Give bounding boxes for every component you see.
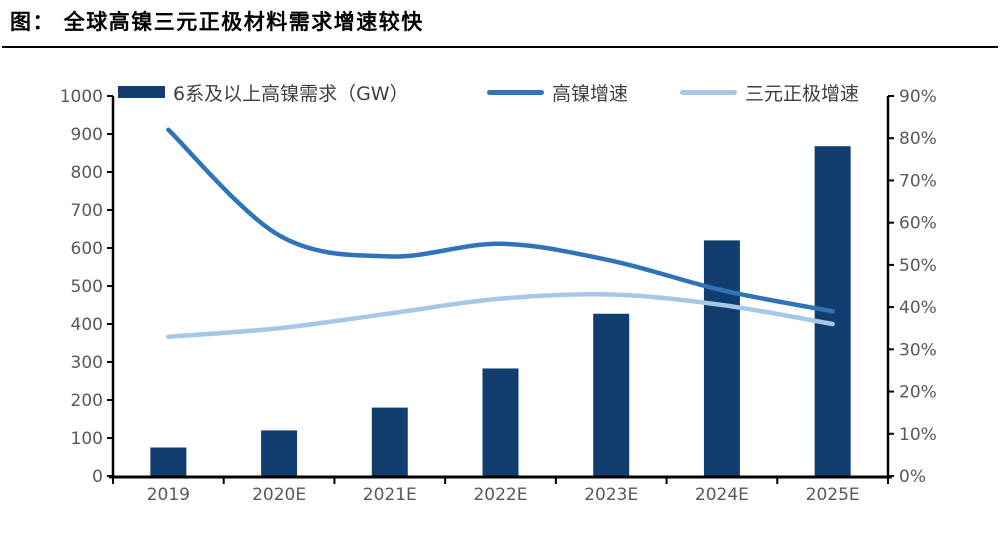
right-axis-tick-label: 80% [899,129,937,149]
right-axis-tick-label: 10% [899,425,937,445]
trend-line-三元正极增速 [166,291,835,339]
trend-line-高镍增速 [166,127,835,314]
title-divider [2,46,998,48]
bar-2024E [703,240,740,476]
legend-label: 高镍增速 [552,82,629,105]
legend-label: 三元正极增速 [745,82,860,105]
bar-2019 [150,447,187,476]
left-axis-tick-label: 600 [71,239,103,259]
left-axis-tick-label: 900 [71,125,103,145]
x-axis-category-label: 2025E [806,485,860,505]
left-axis-tick-label: 400 [71,315,103,335]
right-axis-tick-label: 40% [899,298,937,318]
bar-2023E [593,313,630,476]
right-axis-tick-label: 60% [899,214,937,234]
legend-item-bar-demand: 6系及以上高镍需求（GW） [118,81,409,105]
right-axis-tick-label: 20% [899,383,937,403]
figure-title: 图： 全球高镍三元正极材料需求增速较快 [10,10,424,34]
left-axis-tick-label: 100 [71,429,103,449]
legend-item-line-high-nickel-growth: 高镍增速 [487,81,629,105]
bar-2021E [371,407,408,476]
x-axis-category-label: 2022E [473,485,527,505]
line-series-swatch [487,89,544,95]
right-axis-tick-label: 50% [899,256,937,276]
line-series-swatch [680,89,737,95]
x-axis-category-label: 2024E [695,485,749,505]
left-axis-tick-label: 500 [71,277,103,297]
right-axis-tick-label: 70% [899,171,937,191]
left-axis-tick-label: 200 [71,391,103,411]
legend-label: 6系及以上高镍需求（GW） [173,82,409,105]
left-axis-tick-label: 300 [71,353,103,373]
x-axis-category-label: 2020E [252,485,306,505]
legend-item-line-ternary-growth: 三元正极增速 [680,81,860,105]
bar-2022E [482,368,519,476]
bar-series-swatch [118,86,165,98]
left-axis-tick-label: 800 [71,163,103,183]
right-axis-tick-label: 0% [899,467,926,487]
right-axis-tick-label: 30% [899,340,937,360]
x-axis-category-label: 2021E [363,485,417,505]
bar-2020E [261,430,298,476]
left-axis-tick-label: 1000 [60,87,103,107]
left-axis-tick-label: 0 [92,467,103,487]
x-axis-category-label: 2019 [147,485,190,505]
right-axis-tick-label: 90% [899,87,937,107]
left-axis-tick-label: 700 [71,201,103,221]
x-axis-category-label: 2023E [584,485,638,505]
